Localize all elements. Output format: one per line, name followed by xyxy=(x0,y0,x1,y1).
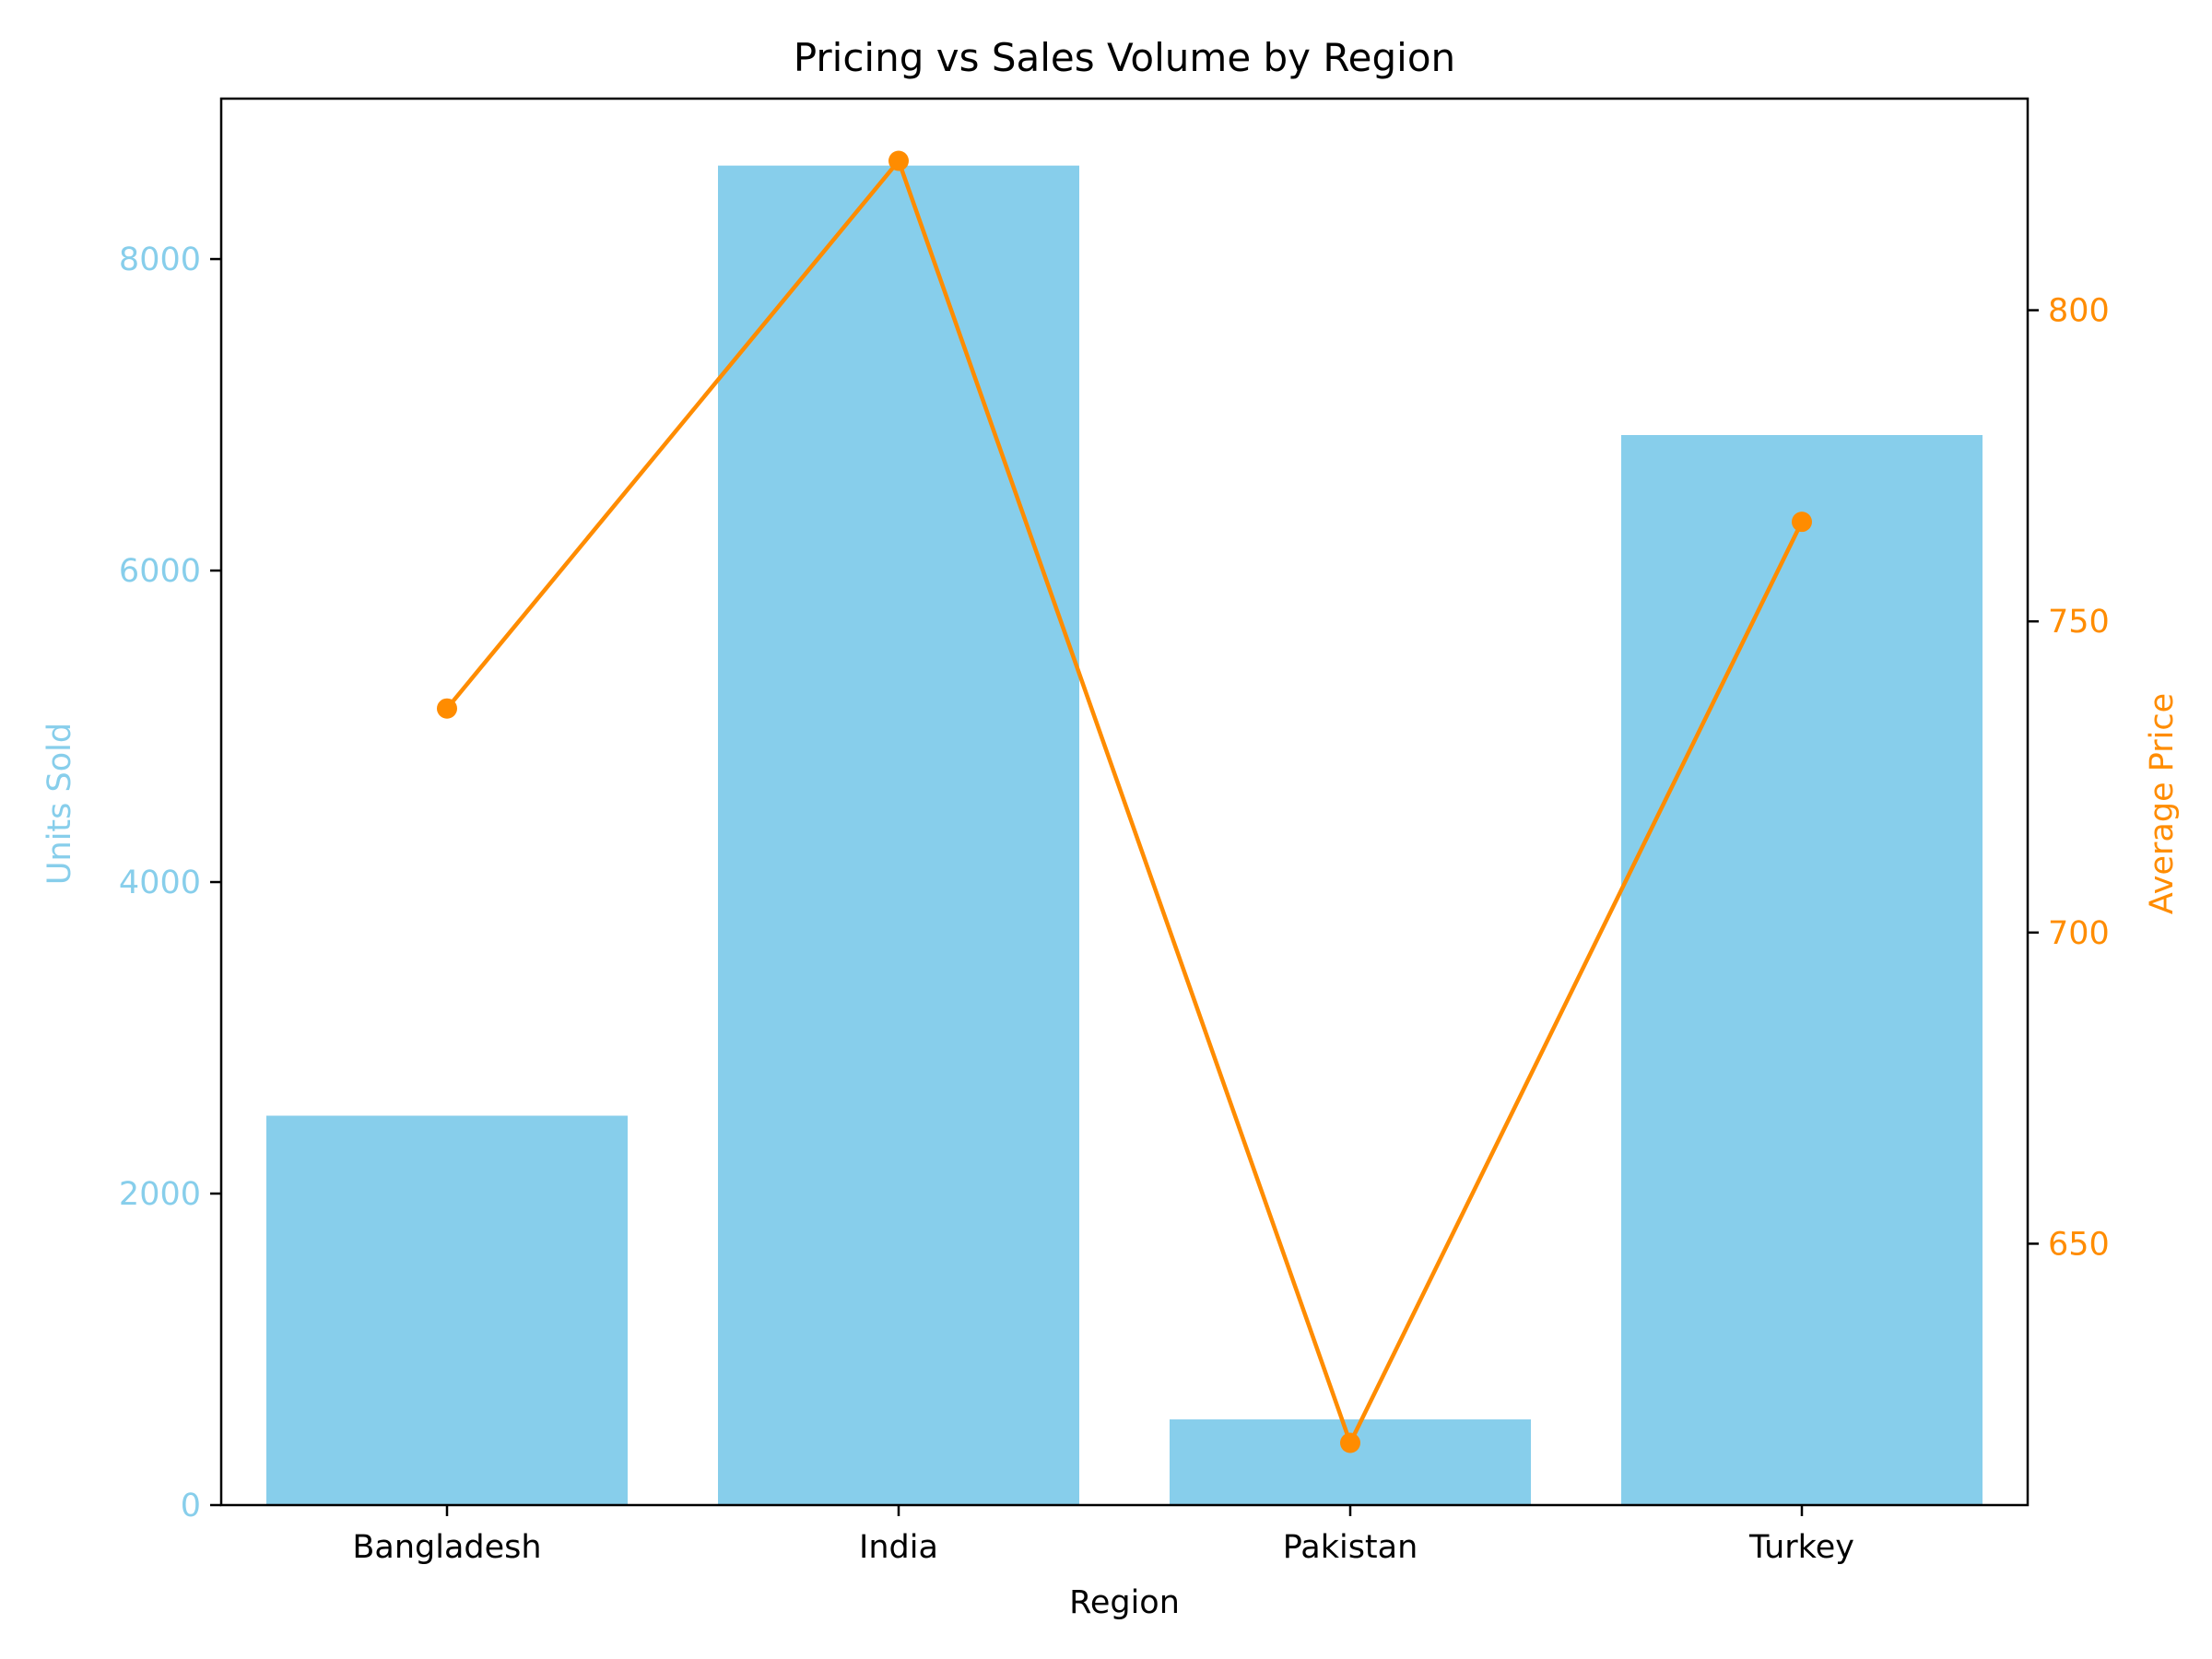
price-marker-bangladesh xyxy=(437,698,457,719)
y-left-tick-label-6000: 6000 xyxy=(119,553,201,590)
price-line xyxy=(445,159,1805,1445)
price-marker-pakistan xyxy=(1340,1432,1360,1453)
price-marker-turkey xyxy=(1792,512,1812,533)
y-axis-right-label: Average Price xyxy=(2144,693,2181,914)
y-right-tick-label-750: 750 xyxy=(2048,604,2110,641)
y-left-tick-label-4000: 4000 xyxy=(119,865,201,901)
bar-bangladesh xyxy=(266,1115,628,1505)
x-tick-label-bangladesh: Bangladesh xyxy=(352,1529,541,1566)
price-marker-india xyxy=(888,150,909,171)
y-left-tick-label-8000: 8000 xyxy=(119,241,201,278)
x-axis-label: Region xyxy=(1069,1584,1180,1621)
y-right-tick-label-650: 650 xyxy=(2048,1226,2110,1263)
price-line-layer xyxy=(437,150,1812,1453)
bar-pakistan xyxy=(1170,1419,1531,1505)
y-right-tick-label-700: 700 xyxy=(2048,915,2110,952)
plot-frame xyxy=(219,97,2030,1507)
y-left-tick-label-0: 0 xyxy=(181,1488,201,1524)
x-tick-label-india: India xyxy=(859,1529,938,1566)
bar-india xyxy=(718,165,1079,1506)
chart-title: Pricing vs Sales Volume by Region xyxy=(794,35,1455,80)
axes-layer: Bangladesh India Pakistan Turkey 0 2000 4000 60… xyxy=(119,97,2110,1566)
bars-layer xyxy=(266,165,1983,1506)
y-axis-left-label: Units Sold xyxy=(41,723,78,885)
y-right-tick-label-800: 800 xyxy=(2048,293,2110,330)
x-tick-label-pakistan: Pakistan xyxy=(1283,1529,1418,1566)
y-left-tick-label-2000: 2000 xyxy=(119,1176,201,1213)
bar-turkey xyxy=(1621,435,1983,1506)
x-tick-label-turkey: Turkey xyxy=(1748,1529,1854,1566)
